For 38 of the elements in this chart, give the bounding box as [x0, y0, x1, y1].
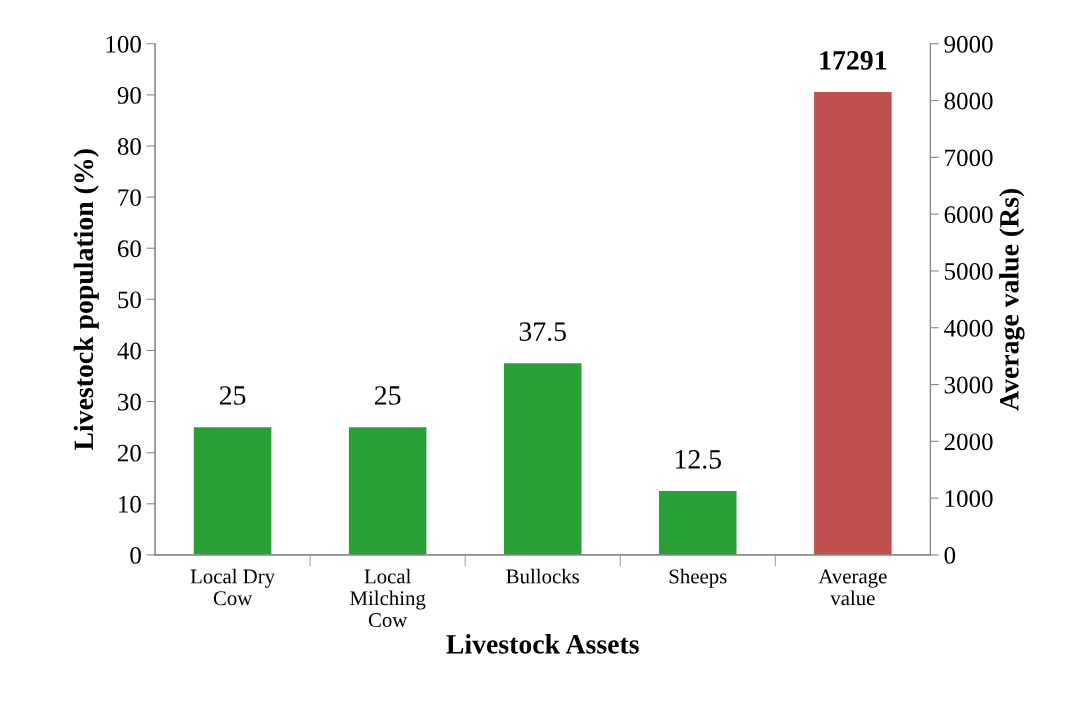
y2-tick-label: 3000	[944, 376, 993, 394]
x-tick-label: Average value	[818, 569, 887, 606]
data-label: 25	[219, 386, 246, 405]
annotation: 17291	[820, 51, 887, 70]
y-tick-label: 70	[118, 189, 141, 207]
data-label: 25	[374, 386, 401, 405]
bar	[348, 427, 427, 555]
x-tick-label: Local Milching Cow	[350, 568, 426, 628]
bar	[659, 491, 737, 555]
y2-tick-label: 1000	[945, 490, 993, 508]
y2-tick-label: 7000	[945, 149, 993, 167]
y-tick-label: 30	[118, 393, 141, 411]
x-axis-title: Livestock Assets	[446, 634, 639, 654]
y-tick-label: 40	[117, 342, 141, 360]
y-tick-label: 60	[117, 240, 141, 258]
bar	[503, 363, 582, 555]
y-tick-label: 50	[118, 291, 141, 309]
y-tick-label: 10	[119, 495, 141, 513]
y-tick-label: 100	[106, 35, 141, 53]
y2-tick-label: 9000	[944, 35, 993, 53]
y2-tick-label: 2000	[944, 433, 993, 451]
y2-tick-label: 5000	[945, 263, 993, 280]
y-tick-label: 20	[117, 444, 141, 462]
x-tick-label: Local Dry Cow	[190, 568, 276, 606]
y2-axis-title: Average value (Rs)	[999, 188, 1025, 411]
bar	[193, 427, 272, 555]
y-tick-label: 80	[117, 138, 141, 155]
x-tick-label: Sheeps	[669, 568, 727, 588]
y2-tick-label: 6000	[944, 206, 993, 224]
y2-tick-label: 4000	[944, 319, 993, 337]
y-tick-label: 90	[117, 86, 141, 104]
data-label: 12.5	[675, 450, 722, 469]
y-axis-title: Livestock population (%)	[73, 149, 99, 451]
y2-tick-label: 0	[944, 546, 956, 564]
y-tick-label: 0	[130, 546, 141, 564]
x-tick-label: Bullocks	[506, 568, 580, 584]
data-label: 37.5	[519, 322, 566, 342]
y2-tick-label: 8000	[944, 92, 993, 110]
